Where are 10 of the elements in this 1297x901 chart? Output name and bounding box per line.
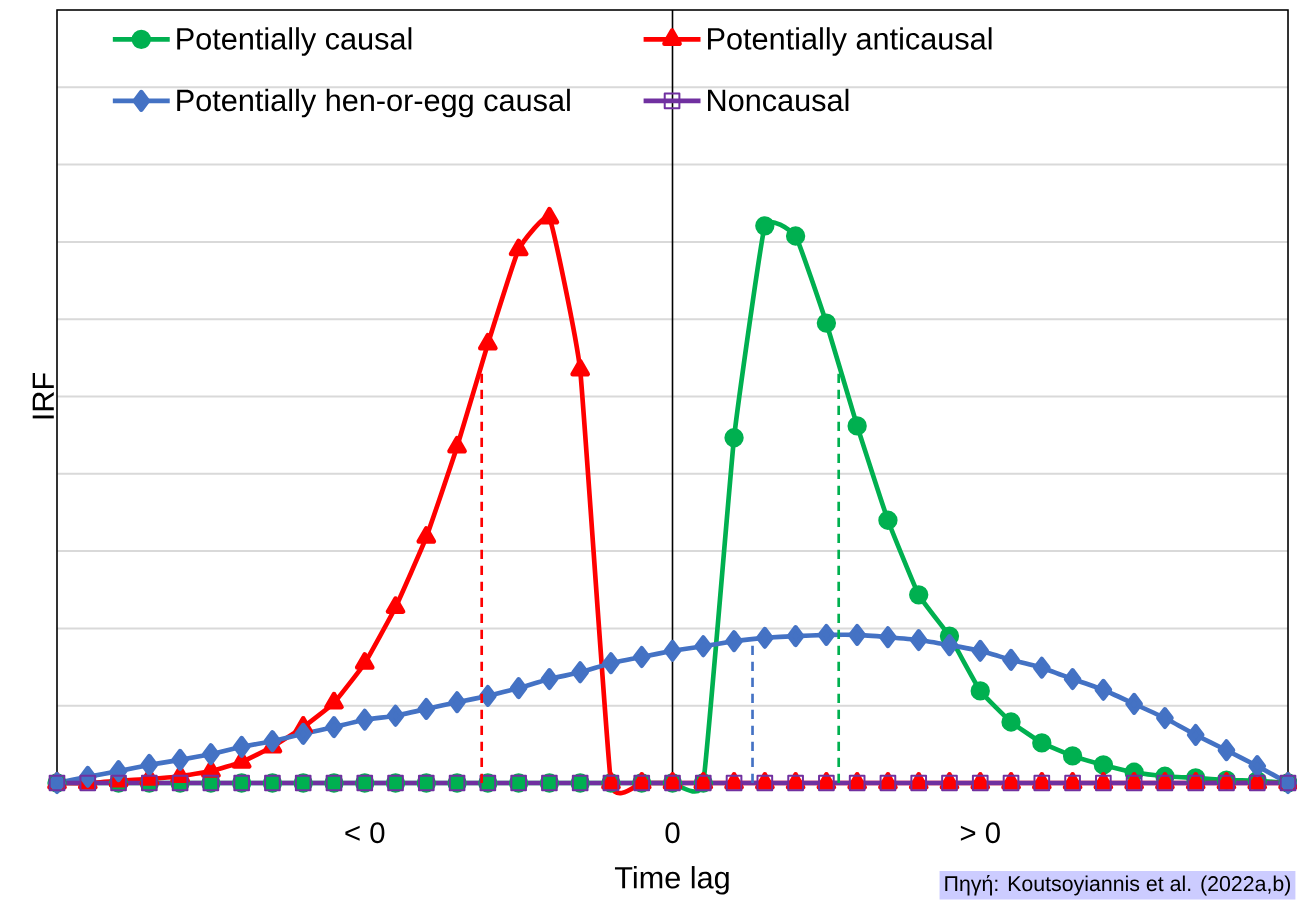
x-tick-label: > 0 [960,822,1000,844]
text: Πηγή: Koutsoyiannis et al. (2022a,b) [945,874,1291,896]
legend-label: Noncausal [708,88,849,112]
y-axis-title: IRF [32,373,54,419]
legend-label: Potentially hen-or-egg causal [177,88,570,118]
x-tick-label: 0 [665,822,680,844]
legend-label: Potentially anticausal [708,27,992,56]
legend-label: Potentially causal [177,27,412,56]
x-axis-title: Time lag [614,866,729,895]
x-tick-label: < 0 [345,822,385,844]
